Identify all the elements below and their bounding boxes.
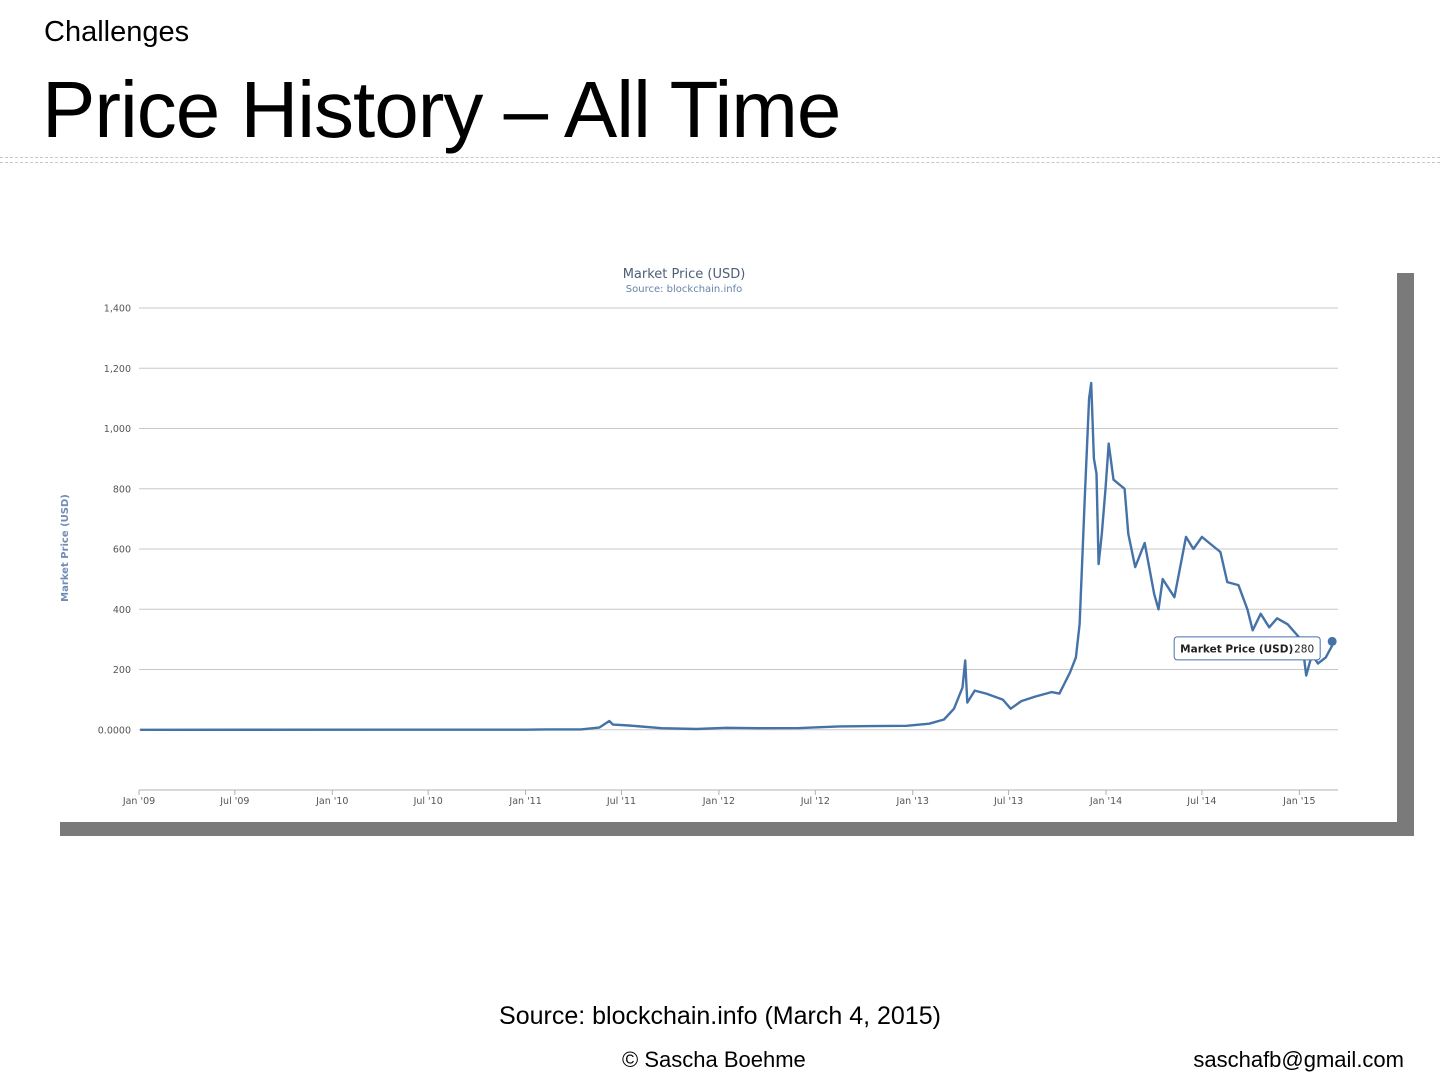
y-tick-label: 0.0000	[98, 725, 131, 736]
x-tick-label: Jan '11	[508, 796, 541, 807]
tooltip-label: Market Price (USD)	[1180, 643, 1293, 655]
footer-copyright: © Sascha Boehme	[622, 1047, 806, 1072]
x-tick-label: Jul '09	[219, 796, 249, 807]
grid-lines: 0.0000 200 400 600 800 1,000 1,200 1,400	[98, 304, 1338, 736]
slide-title: Price History – All Time	[42, 65, 841, 154]
x-tick-label: Jul '14	[1186, 796, 1216, 807]
price-chart: Market Price (USD) Source: blockchain.in…	[40, 250, 1397, 822]
price-tooltip: Market Price (USD) 280	[1173, 636, 1321, 661]
last-point-marker[interactable]	[1327, 636, 1337, 646]
price-series-line	[140, 381, 1334, 731]
tooltip-value: 280	[1294, 643, 1314, 655]
x-tick-label: Jul '12	[800, 796, 830, 807]
footer-email: saschafb@gmail.com	[1193, 1047, 1404, 1072]
x-tick-label: Jan '15	[1282, 796, 1315, 807]
x-tick-label: Jan '13	[896, 796, 929, 807]
series-layer	[140, 381, 1337, 731]
x-tick-label: Jan '10	[315, 796, 348, 807]
source-note: Source: blockchain.info (March 4, 2015)	[499, 1002, 941, 1030]
y-tick-label: 1,200	[104, 364, 131, 375]
chart-shadow-bottom	[60, 822, 1414, 836]
title-divider	[0, 157, 1440, 163]
chart-background	[40, 250, 1397, 822]
x-tick-label: Jan '14	[1089, 796, 1122, 807]
x-tick-label: Jul '10	[413, 796, 443, 807]
y-tick-label: 600	[113, 545, 131, 556]
y-axis-title: Market Price (USD)	[60, 494, 71, 602]
chart-title: Market Price (USD)	[623, 267, 746, 282]
x-tick-label: Jul '11	[606, 796, 636, 807]
y-tick-label: 1,000	[104, 424, 131, 435]
y-tick-label: 200	[113, 665, 131, 676]
chart-shadow-right	[1397, 273, 1414, 836]
chart-subtitle: Source: blockchain.info	[626, 284, 742, 295]
section-label: Challenges	[44, 16, 190, 48]
y-tick-label: 800	[113, 484, 131, 495]
x-tick-label: Jul '13	[993, 796, 1023, 807]
tooltip-box	[1173, 636, 1321, 661]
y-tick-label: 1,400	[104, 304, 131, 315]
x-tick-label: Jan '09	[122, 796, 155, 807]
x-axis: Jan '09 Jul '09 Jan '10 Jul '10 Jan '11 Jul '…	[122, 789, 1338, 807]
y-tick-label: 400	[113, 605, 131, 616]
x-tick-label: Jan '12	[702, 796, 735, 807]
